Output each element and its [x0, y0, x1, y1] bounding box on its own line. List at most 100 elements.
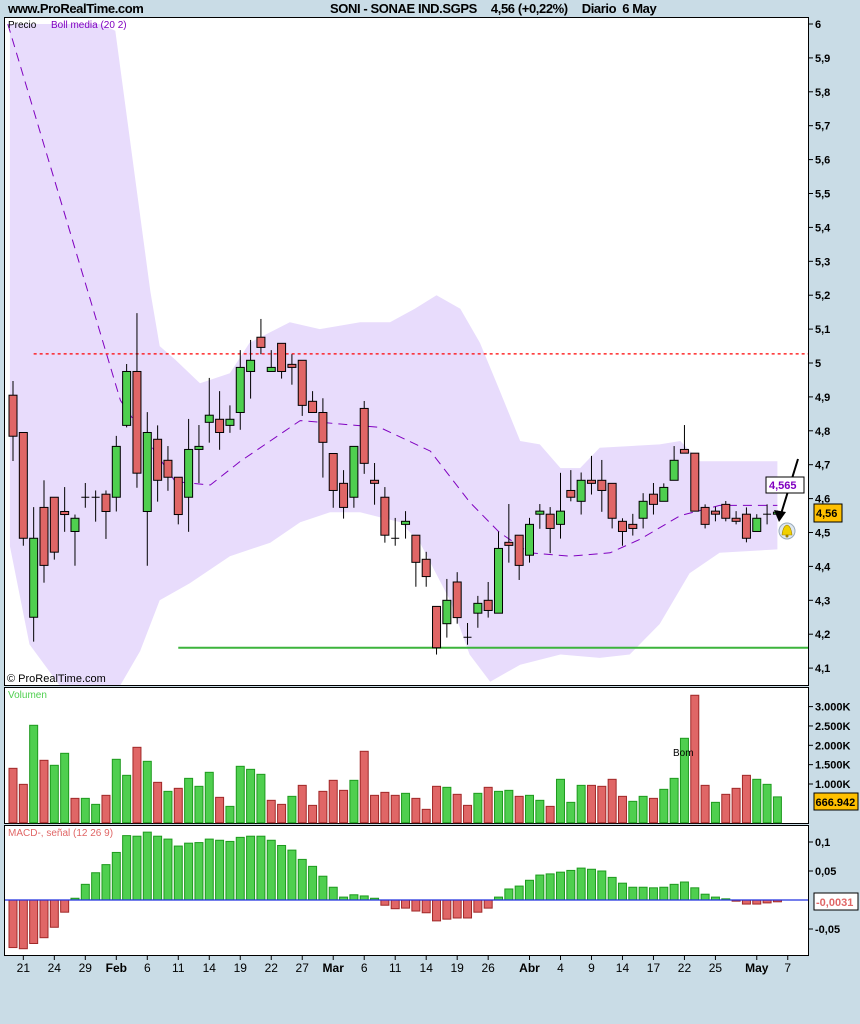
macd-bar: [380, 899, 390, 906]
volume-bar: [277, 803, 287, 824]
macd-title: MACD-, señal (12 26 9): [8, 828, 113, 839]
macd-bar: [49, 899, 59, 928]
candle-body: [411, 534, 421, 563]
volume-title: Volumen: [8, 690, 47, 701]
x-axis-label: Mar: [323, 961, 345, 975]
candle-body: [638, 500, 648, 519]
volume-bar: [731, 787, 741, 824]
macd-bar: [215, 839, 225, 901]
candle-body: [194, 445, 204, 450]
candle: [308, 391, 318, 413]
candle-body: [339, 482, 349, 508]
candle-body: [29, 537, 39, 618]
price-axis-label: 4,5: [815, 528, 830, 540]
volume-bar: [8, 767, 18, 824]
volume-bar: [411, 797, 421, 824]
volume-axis-label: 2.000K: [815, 740, 851, 752]
macd-bar: [473, 899, 483, 913]
candle: [401, 511, 411, 539]
candle-body: [576, 479, 586, 502]
macd-bar: [111, 851, 121, 901]
macd-bar: [225, 840, 235, 901]
candle-body: [586, 479, 596, 484]
volume-bar: [18, 783, 28, 824]
macd-bar: [401, 899, 411, 909]
candle: [225, 405, 235, 433]
candle: [473, 595, 483, 628]
price-axis-label: 5,2: [815, 290, 830, 302]
macd-bar: [638, 886, 648, 901]
x-axis-label: 14: [616, 961, 630, 975]
candle: [463, 623, 472, 645]
volume-bar: [29, 724, 39, 824]
macd-bar: [277, 844, 287, 901]
volume-bar: [638, 795, 648, 824]
macd-bar: [700, 893, 710, 901]
candle: [763, 504, 772, 525]
candle: [648, 483, 658, 515]
instrument-title: SONI - SONAE IND.SGPS: [330, 1, 477, 16]
candle-body: [39, 506, 49, 566]
volume-bar: [597, 785, 607, 824]
candle-body: [173, 476, 183, 516]
candle-body: [277, 342, 287, 372]
macd-bar: [204, 838, 214, 901]
candle: [184, 418, 194, 532]
volume-bar: [184, 777, 194, 824]
price-axis-label: 5,1: [815, 324, 830, 336]
volume-bar: [349, 779, 359, 824]
candle-body: [349, 445, 359, 498]
price-axis-label: 5,4: [815, 222, 831, 234]
volume-bar: [566, 801, 576, 824]
candle-body: [514, 534, 524, 566]
volume-bar: [308, 804, 318, 824]
macd-bar: [173, 845, 183, 901]
macd-bar: [463, 899, 473, 919]
candle: [142, 412, 152, 566]
candle: [339, 470, 349, 519]
x-axis-label: 24: [48, 961, 62, 975]
volume-annotation: Bom: [673, 748, 694, 759]
volume-bar: [504, 789, 514, 824]
candle-body: [452, 581, 462, 619]
macd-axis-label: 0,05: [815, 866, 836, 878]
candle: [741, 507, 751, 543]
candle: [70, 514, 80, 566]
candle-body: [617, 520, 627, 532]
macd-bar: [80, 883, 90, 901]
candle-body: [380, 496, 390, 536]
volume-bar: [297, 784, 307, 824]
candle: [49, 496, 59, 560]
price-axis-label: 5,3: [815, 256, 830, 268]
volume-bar: [514, 795, 524, 824]
volume-bar: [576, 784, 586, 824]
price-axis-label: 4,7: [815, 460, 830, 472]
candle: [173, 476, 183, 525]
bell-icon[interactable]: [778, 522, 796, 540]
candle: [256, 318, 266, 355]
volume-bar: [194, 785, 204, 824]
site-title[interactable]: www.ProRealTime.com: [8, 1, 144, 16]
x-axis-label: 21: [17, 961, 31, 975]
macd-bar: [29, 899, 39, 944]
candle: [617, 518, 627, 546]
candle-body: [215, 418, 225, 433]
price-axis-label: 5,5: [815, 189, 830, 201]
candle: [380, 487, 390, 543]
candle: [29, 507, 39, 642]
volume-bar: [772, 796, 782, 824]
candle: [690, 452, 700, 512]
macd-bar: [586, 868, 596, 901]
candle-body: [504, 541, 514, 546]
candle: [163, 446, 173, 491]
macd-bar: [39, 899, 49, 939]
volume-axis-label: 1.000K: [815, 779, 851, 791]
macd-plot: [5, 831, 808, 950]
macd-bar: [514, 885, 524, 901]
svg-text:666.942: 666.942: [816, 797, 856, 809]
candle-body: [710, 510, 720, 515]
candle-body: [628, 523, 638, 529]
candle-body: [659, 486, 669, 502]
candle-body: [297, 359, 307, 406]
